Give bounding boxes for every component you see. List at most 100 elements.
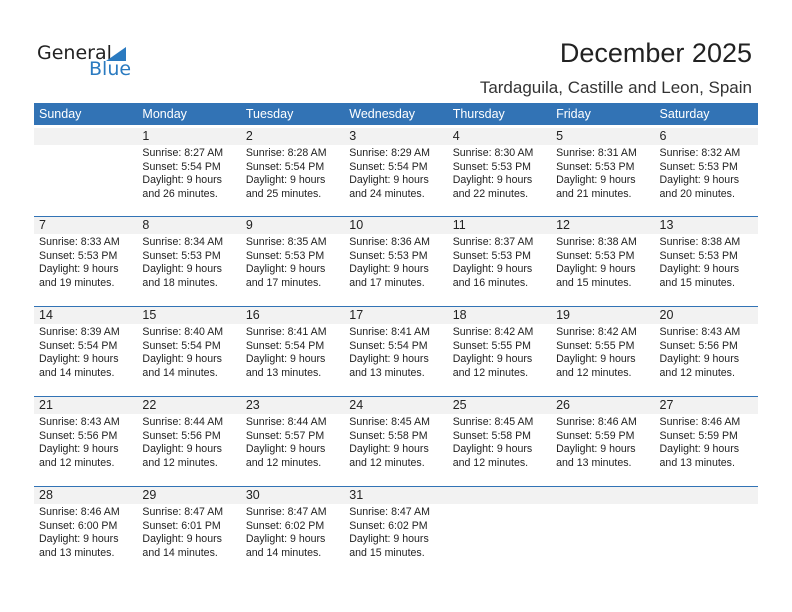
daylight-minutes: and 14 minutes. <box>39 366 115 379</box>
day-cell: 15 Sunrise: 8:40 AM Sunset: 5:54 PM Daylig… <box>137 307 240 395</box>
daylight: Daylight: 9 hours <box>556 443 636 455</box>
daylight: Daylight: 9 hours <box>556 174 636 186</box>
daylight: Daylight: 9 hours <box>452 174 533 186</box>
sunset: Sunset: 6:01 PM <box>142 519 221 532</box>
week-row: 21 Sunrise: 8:43 AM Sunset: 5:56 PM Daylig… <box>34 396 758 485</box>
daylight-minutes: and 12 minutes. <box>556 366 632 379</box>
sunset: Sunset: 5:59 PM <box>556 429 635 442</box>
week-row: 1 Sunrise: 8:27 AM Sunset: 5:54 PM Dayligh… <box>34 128 758 216</box>
week-row: 14 Sunrise: 8:39 AM Sunset: 5:54 PM Daylig… <box>34 306 758 395</box>
day-number: 6 <box>659 129 667 143</box>
sunrise: Sunrise: 8:29 AM <box>349 147 430 159</box>
day-cell: 21 Sunrise: 8:43 AM Sunset: 5:56 PM Daylig… <box>34 397 137 485</box>
sunrise: Sunrise: 8:28 AM <box>245 147 327 159</box>
daylight: Daylight: 9 hours <box>142 263 222 275</box>
daylight: Daylight: 9 hours <box>349 174 429 186</box>
daylight-minutes: and 12 minutes. <box>349 456 425 469</box>
sunrise: Sunrise: 8:41 AM <box>349 326 430 338</box>
day-number: 23 <box>245 398 260 412</box>
day-number: 2 <box>245 129 253 143</box>
day-number: 21 <box>39 398 53 412</box>
sunrise: Sunrise: 8:46 AM <box>556 416 637 428</box>
daylight: Daylight: 9 hours <box>245 353 326 365</box>
sunrise: Sunrise: 8:37 AM <box>452 236 534 248</box>
sunrise: Sunrise: 8:32 AM <box>659 147 741 159</box>
daylight: Daylight: 9 hours <box>245 263 326 275</box>
sunset: Sunset: 5:53 PM <box>39 249 118 262</box>
day-number-band <box>34 307 758 324</box>
daylight: Daylight: 9 hours <box>39 353 119 365</box>
day-number: 10 <box>349 218 364 232</box>
sunrise: Sunrise: 8:44 AM <box>245 416 327 428</box>
week-row: 7 Sunrise: 8:33 AM Sunset: 5:53 PM Dayligh… <box>34 216 758 305</box>
daylight-minutes: and 13 minutes. <box>349 366 425 379</box>
day-number: 11 <box>452 218 466 232</box>
daylight-minutes: and 12 minutes. <box>659 366 735 379</box>
week-row: 28 Sunrise: 8:46 AM Sunset: 6:00 PM Daylig… <box>34 486 758 575</box>
sunrise: Sunrise: 8:33 AM <box>39 236 120 248</box>
sunrise: Sunrise: 8:46 AM <box>39 506 120 518</box>
sunset: Sunset: 5:59 PM <box>659 429 738 442</box>
day-number: 13 <box>659 218 674 232</box>
sunrise: Sunrise: 8:40 AM <box>142 326 224 338</box>
day-number: 5 <box>556 129 564 143</box>
sunrise: Sunrise: 8:36 AM <box>349 236 430 248</box>
day-cell: 5 Sunrise: 8:31 AM Sunset: 5:53 PM Dayligh… <box>551 128 654 216</box>
weekday-header: Sunday Monday Tuesday Wednesday Thursday Frid… <box>34 103 758 125</box>
sunset: Sunset: 5:58 PM <box>452 429 532 442</box>
sunrise: Sunrise: 8:38 AM <box>556 236 637 248</box>
daylight-minutes: and 12 minutes. <box>452 456 529 469</box>
sunset: Sunset: 5:54 PM <box>39 339 118 352</box>
weekday-monday: Monday <box>142 107 187 121</box>
day-cell: 4 Sunrise: 8:30 AM Sunset: 5:53 PM Dayligh… <box>448 128 551 216</box>
daylight: Daylight: 9 hours <box>452 443 533 455</box>
day-cell <box>448 487 551 575</box>
sunrise: Sunrise: 8:45 AM <box>452 416 534 428</box>
daylight-minutes: and 13 minutes. <box>39 546 115 559</box>
daylight-minutes: and 18 minutes. <box>142 276 218 289</box>
daylight-minutes: and 12 minutes. <box>142 456 218 469</box>
daylight-minutes: and 22 minutes. <box>452 187 529 200</box>
sunset: Sunset: 5:53 PM <box>556 249 635 262</box>
day-number: 26 <box>556 398 571 412</box>
day-cell: 30 Sunrise: 8:47 AM Sunset: 6:02 PM Daylig… <box>241 487 344 575</box>
daylight: Daylight: 9 hours <box>39 533 119 545</box>
daylight: Daylight: 9 hours <box>659 174 740 186</box>
day-cell: 7 Sunrise: 8:33 AM Sunset: 5:53 PM Dayligh… <box>34 217 137 305</box>
daylight: Daylight: 9 hours <box>142 353 222 365</box>
sunrise: Sunrise: 8:47 AM <box>142 506 224 518</box>
day-number: 17 <box>349 308 364 322</box>
daylight: Daylight: 9 hours <box>556 353 636 365</box>
day-cell <box>34 128 137 216</box>
weekday-friday: Friday <box>556 107 591 121</box>
day-cell: 31 Sunrise: 8:47 AM Sunset: 6:02 PM Daylig… <box>344 487 447 575</box>
sunset: Sunset: 6:00 PM <box>39 519 118 532</box>
sunset: Sunset: 5:53 PM <box>556 160 635 173</box>
day-cell: 20 Sunrise: 8:43 AM Sunset: 5:56 PM Daylig… <box>655 307 758 395</box>
sunrise: Sunrise: 8:42 AM <box>452 326 534 338</box>
sunrise: Sunrise: 8:39 AM <box>39 326 120 338</box>
daylight-minutes: and 12 minutes. <box>245 456 322 469</box>
sunset: Sunset: 5:54 PM <box>349 160 428 173</box>
daylight: Daylight: 9 hours <box>452 353 533 365</box>
daylight-minutes: and 12 minutes. <box>452 366 529 379</box>
weekday-saturday: Saturday <box>659 107 710 121</box>
day-cell: 26 Sunrise: 8:46 AM Sunset: 5:59 PM Daylig… <box>551 397 654 485</box>
day-cell <box>655 487 758 575</box>
day-cell: 29 Sunrise: 8:47 AM Sunset: 6:01 PM Daylig… <box>137 487 240 575</box>
sunset: Sunset: 5:53 PM <box>142 249 221 262</box>
day-cell: 19 Sunrise: 8:42 AM Sunset: 5:55 PM Daylig… <box>551 307 654 395</box>
daylight-minutes: and 17 minutes. <box>245 276 322 289</box>
sunset: Sunset: 5:56 PM <box>39 429 118 442</box>
daylight: Daylight: 9 hours <box>556 263 636 275</box>
sunset: Sunset: 5:55 PM <box>556 339 635 352</box>
daylight-minutes: and 24 minutes. <box>349 187 425 200</box>
daylight: Daylight: 9 hours <box>39 263 119 275</box>
day-cell: 16 Sunrise: 8:41 AM Sunset: 5:54 PM Daylig… <box>241 307 344 395</box>
daylight: Daylight: 9 hours <box>452 263 533 275</box>
sunrise: Sunrise: 8:27 AM <box>142 147 224 159</box>
daylight: Daylight: 9 hours <box>349 443 429 455</box>
daylight-minutes: and 15 minutes. <box>659 276 735 289</box>
daylight-minutes: and 14 minutes. <box>142 546 218 559</box>
daylight: Daylight: 9 hours <box>245 174 326 186</box>
